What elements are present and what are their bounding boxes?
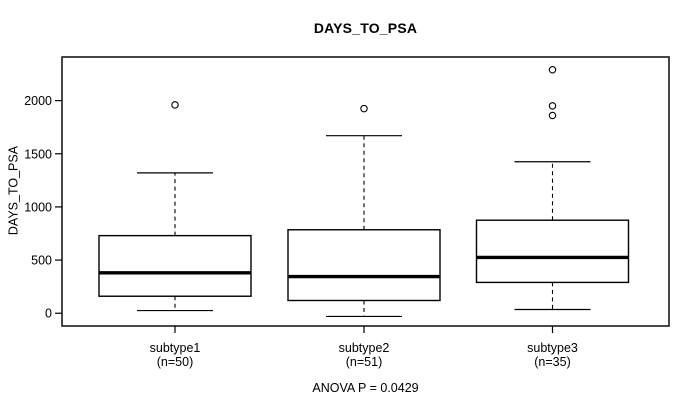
outlier-point: [360, 104, 368, 113]
x-category-label: subtype1: [150, 341, 201, 355]
y-tick-label: 0: [45, 307, 52, 321]
x-category-sublabel: (n=35): [534, 355, 570, 369]
y-tick-label: 1500: [24, 147, 52, 161]
outlier-point: [171, 101, 179, 109]
y-tick-label: 2000: [24, 94, 52, 108]
chart-title: DAYS_TO_PSA: [313, 20, 418, 36]
outlier-point: [548, 66, 557, 74]
iqr-box: [475, 219, 630, 284]
iqr-box: [98, 234, 252, 297]
anova-annotation: ANOVA P = 0.0429: [312, 381, 419, 395]
x-category-sublabel: (n=50): [157, 355, 193, 369]
x-category-label: subtype2: [339, 341, 390, 355]
y-tick-label: 500: [31, 254, 52, 268]
x-category-sublabel: (n=51): [346, 355, 382, 369]
outlier-point: [548, 111, 557, 120]
plot-border: [61, 56, 670, 327]
outlier-point: [548, 102, 557, 110]
y-tick-label: 1000: [24, 200, 52, 214]
x-category-label: subtype3: [527, 341, 578, 355]
iqr-box: [287, 229, 441, 302]
